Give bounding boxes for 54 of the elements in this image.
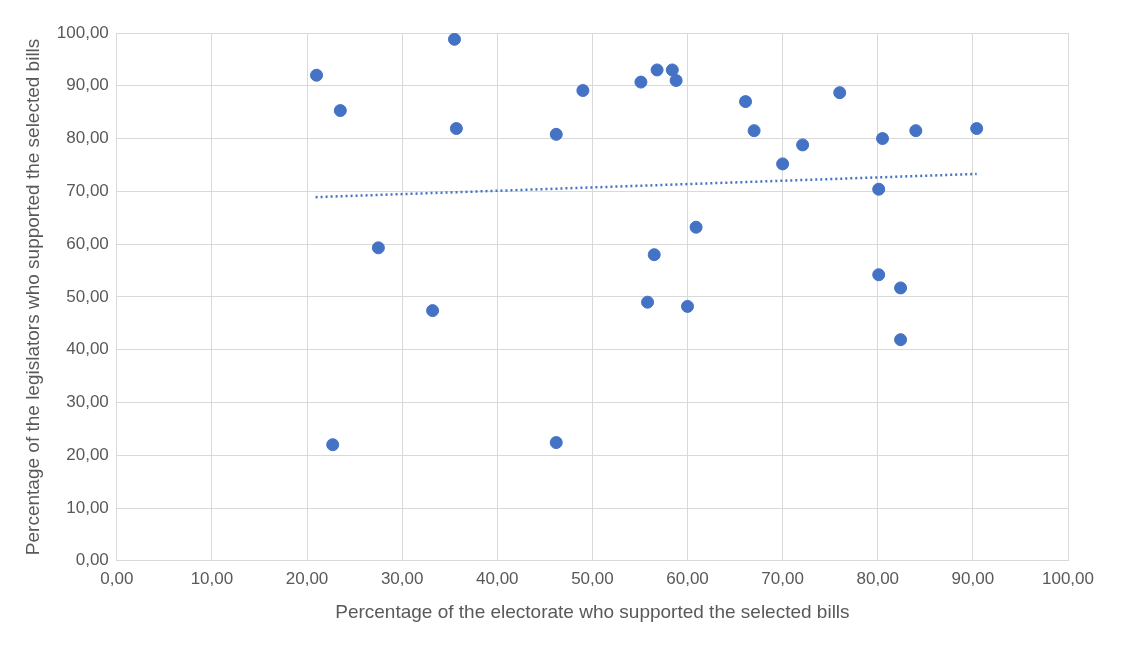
x-tick-label: 20,00 bbox=[285, 568, 329, 588]
y-tick-label: 30,00 bbox=[66, 392, 109, 412]
point bbox=[833, 86, 847, 100]
point bbox=[872, 182, 886, 196]
point bbox=[876, 132, 890, 146]
y-tick-label: 90,00 bbox=[66, 75, 109, 95]
y-tick-label: 40,00 bbox=[66, 339, 109, 359]
y-tick-label: 60,00 bbox=[66, 233, 109, 253]
y-tick-label: 10,00 bbox=[66, 497, 109, 517]
point bbox=[449, 122, 463, 136]
x-tick-label: 50,00 bbox=[571, 568, 614, 588]
point bbox=[894, 281, 908, 295]
point bbox=[776, 157, 790, 171]
point bbox=[576, 84, 590, 98]
y-tick-label: 20,00 bbox=[66, 444, 109, 464]
x-tick-label: 80,00 bbox=[856, 568, 900, 588]
x-tick-label: 100,00 bbox=[1042, 568, 1094, 588]
y-tick-label: 80,00 bbox=[66, 128, 109, 148]
y-tick-label: 70,00 bbox=[66, 181, 109, 201]
y-tick-label: 0,00 bbox=[75, 550, 109, 570]
point bbox=[909, 124, 923, 138]
x-tick-label: 60,00 bbox=[666, 568, 709, 588]
point bbox=[665, 63, 679, 77]
y-axis-title: Percentage of the legislators who supported the selected bills bbox=[21, 38, 43, 556]
point bbox=[681, 299, 695, 313]
y-tick-label: 50,00 bbox=[66, 286, 109, 306]
point bbox=[747, 124, 761, 138]
x-tick-label: 90,00 bbox=[951, 568, 995, 588]
point bbox=[634, 75, 648, 89]
point bbox=[549, 127, 563, 141]
point bbox=[310, 68, 324, 82]
point bbox=[796, 138, 810, 152]
x-tick-label: 70,00 bbox=[761, 568, 804, 588]
point bbox=[426, 304, 440, 318]
point bbox=[647, 248, 661, 262]
point bbox=[894, 333, 908, 347]
y-tick-label: 100,00 bbox=[56, 22, 109, 42]
x-axis-title: Percentage of the electorate who supported the selected bills bbox=[335, 600, 850, 622]
point bbox=[371, 241, 385, 255]
point bbox=[689, 220, 703, 234]
x-tick-label: 10,00 bbox=[190, 568, 234, 588]
point bbox=[739, 95, 753, 109]
point bbox=[970, 122, 984, 136]
x-tick-label: 0,00 bbox=[100, 568, 134, 588]
x-tick-label: 30,00 bbox=[380, 568, 424, 588]
point bbox=[549, 436, 563, 450]
point bbox=[669, 74, 683, 87]
point bbox=[641, 295, 655, 309]
point bbox=[333, 104, 347, 118]
point bbox=[447, 33, 461, 46]
x-tick-label: 40,00 bbox=[476, 568, 519, 588]
point bbox=[872, 268, 886, 282]
point bbox=[650, 63, 664, 77]
point bbox=[326, 438, 340, 452]
